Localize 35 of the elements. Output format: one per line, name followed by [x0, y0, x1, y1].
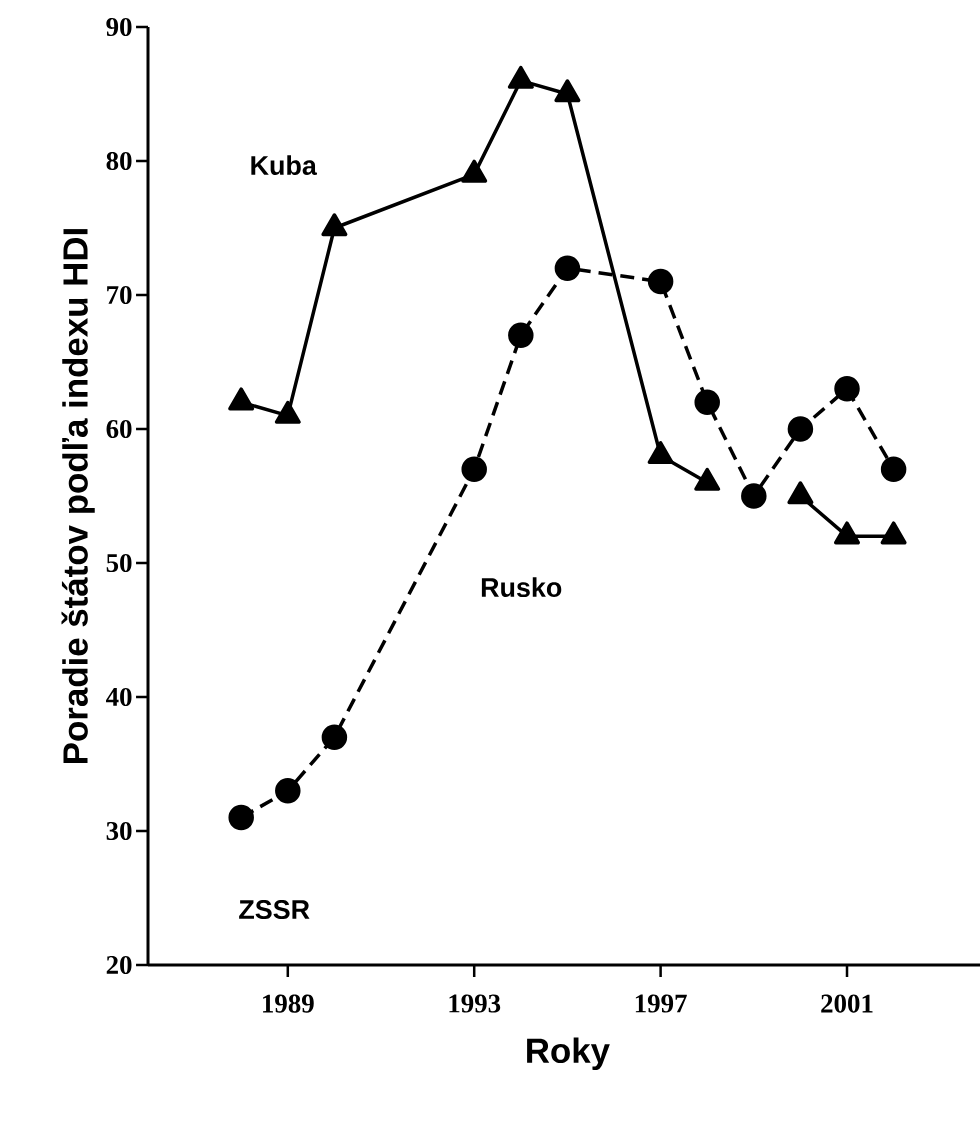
- y-tick-label: 40: [106, 687, 132, 707]
- x-tick-label: 1997: [635, 994, 687, 1013]
- point: [461, 159, 488, 183]
- y-tick-label: 90: [106, 17, 132, 37]
- point: [321, 213, 348, 237]
- y-axis-title: Poradie štátov podľa indexu HDI: [61, 229, 95, 763]
- x-axis-title: Roky: [527, 1037, 610, 1071]
- point: [741, 483, 767, 509]
- point: [321, 724, 348, 750]
- point: [554, 255, 581, 281]
- y-tick-label: 20: [106, 955, 132, 975]
- point: [880, 456, 907, 482]
- x-tick-label: 2001: [821, 994, 873, 1013]
- series-label: Kuba: [251, 155, 318, 176]
- point: [508, 322, 534, 348]
- y-tick-label: 30: [106, 821, 132, 841]
- point: [275, 778, 301, 804]
- annotation: ZSSR: [239, 900, 310, 920]
- point: [647, 441, 674, 465]
- point: [694, 389, 720, 415]
- point: [647, 268, 674, 295]
- y-tick-label: 80: [106, 151, 132, 171]
- point: [461, 456, 487, 482]
- point: [228, 387, 255, 411]
- x-tick-label: 1993: [449, 994, 501, 1013]
- y-tick-label: 50: [106, 553, 132, 573]
- point: [834, 376, 860, 402]
- point: [507, 65, 534, 89]
- text: Rusko: [481, 577, 562, 598]
- y-tick-label: 70: [107, 285, 132, 305]
- point: [228, 804, 254, 831]
- point: [787, 416, 814, 442]
- y-tick-label: 60: [106, 419, 132, 439]
- x-tick-label: 1989: [263, 994, 314, 1013]
- point: [554, 79, 581, 103]
